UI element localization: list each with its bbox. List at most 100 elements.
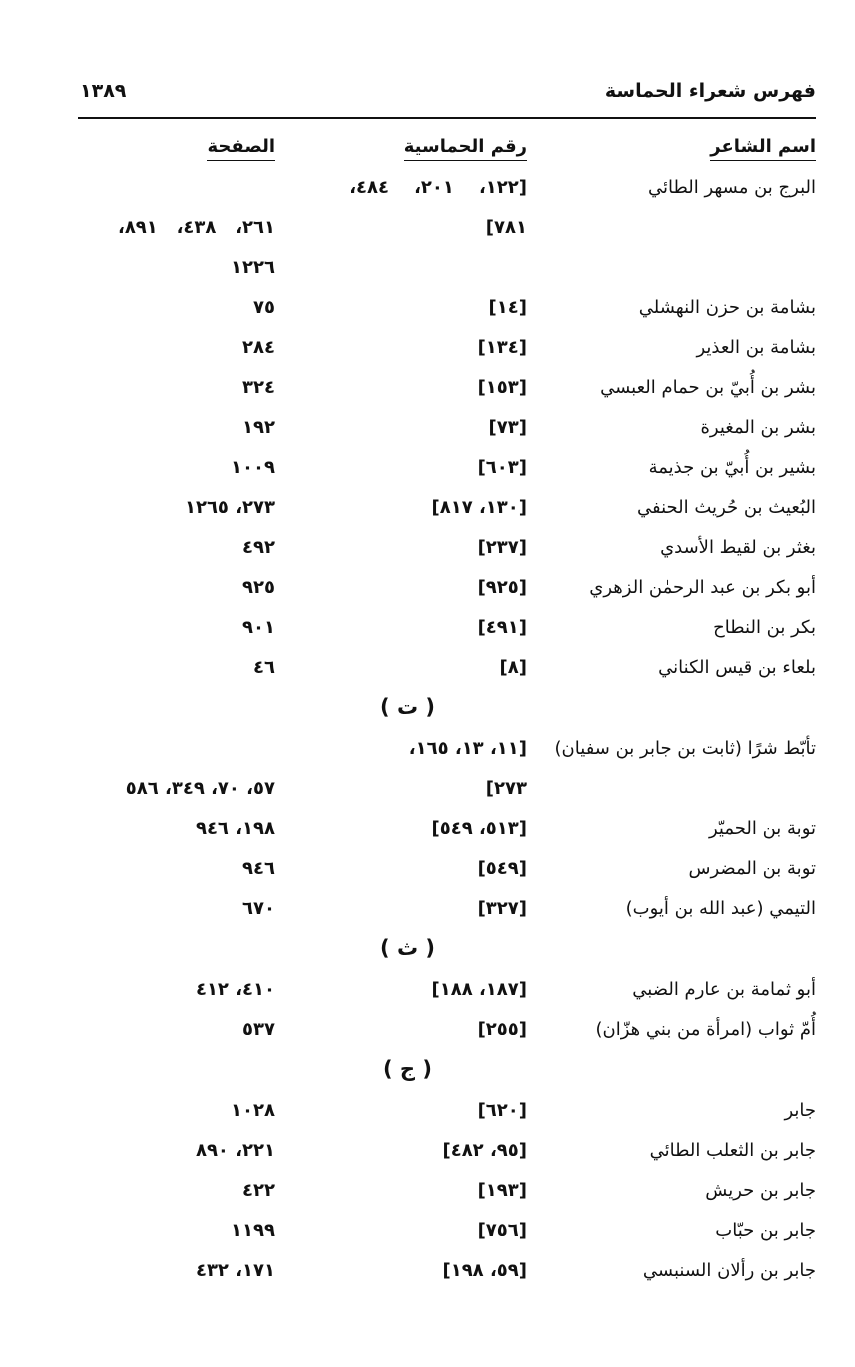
column-header-poet: اسم الشاعر — [710, 136, 816, 161]
poet-name: بشامة بن العذير — [696, 337, 816, 358]
page-numbers: ١٠٢٨ — [231, 1100, 275, 1121]
index-entry: أُمّ ثواب (امرأة من بني هزّان) [٢٥٥] ٥٣٧ — [0, 1011, 855, 1051]
hamasa-numbers: [٦٢٠] — [477, 1100, 527, 1121]
hamasa-numbers: [١٥٣] — [477, 377, 527, 398]
hamasa-numbers: [١٣٠، ٨١٧] — [431, 497, 527, 518]
poet-name: جابر بن حريش — [705, 1180, 816, 1201]
page-numbers: ٥٣٧ — [242, 1019, 275, 1040]
page-numbers: ٤٢٢ — [242, 1180, 275, 1201]
page-numbers: ٢٢١، ٨٩٠ — [195, 1140, 275, 1161]
poet-name: توبة بن الحميّر — [709, 818, 816, 839]
poet-name: جابر بن حبّاب — [715, 1220, 816, 1241]
header-rule — [78, 117, 816, 119]
column-header-page: الصفحة — [207, 136, 275, 161]
poet-name: أُمّ ثواب (امرأة من بني هزّان) — [595, 1019, 817, 1040]
poet-name: بشر بن أُبيّ بن حمام العبسي — [600, 377, 816, 398]
hamasa-numbers: [٧٣] — [488, 417, 527, 438]
poet-name: بشير بن أُبيّ بن جذيمة — [648, 457, 816, 478]
poet-name: البرج بن مسهر الطائي — [647, 177, 816, 198]
hamasa-numbers: [١٢٢، ٢٠١، ٤٨٤، — [349, 177, 527, 198]
hamasa-numbers: [٩٥، ٤٨٢] — [442, 1140, 527, 1161]
column-header-hamasa: رقم الحماسية — [403, 136, 527, 161]
poet-name: أبو بكر بن عبد الرحمٰن الزهري — [589, 577, 816, 598]
index-entry: تأبّط شرًا (ثابت بن جابر بن سفيان) [١١، ١… — [0, 730, 855, 770]
page-numbers: ٩٠١ — [242, 617, 275, 638]
hamasa-numbers: [٥٩، ١٩٨] — [442, 1260, 527, 1281]
hamasa-numbers: ٧٨١] — [485, 217, 527, 238]
page-numbers: ٩٤٦ — [242, 858, 275, 879]
index-entry: جابر [٦٢٠] ١٠٢٨ — [0, 1092, 855, 1132]
poet-name: جابر بن الثعلب الطائي — [649, 1140, 816, 1161]
page-numbers: ٢٦١، ٤٣٨، ٨٩١، — [117, 217, 275, 238]
page-numbers: ٢٧٣، ١٢٦٥ — [184, 497, 275, 518]
index-entry: البرج بن مسهر الطائي [١٢٢، ٢٠١، ٤٨٤، — [0, 169, 855, 209]
page-numbers: ١٩٢ — [242, 417, 275, 438]
hamasa-numbers: [٢٣٧] — [477, 537, 527, 558]
hamasa-numbers: [١٨٧، ١٨٨] — [431, 979, 527, 1000]
poet-name: جابر — [784, 1100, 816, 1121]
section-letter-heading: ( ت ) — [0, 689, 855, 730]
hamasa-numbers: [٥٤٩] — [477, 858, 527, 879]
section-letter: ( ج ) — [383, 1057, 432, 1081]
hamasa-numbers: ٢٧٣] — [485, 778, 527, 799]
poet-name: البُعيث بن حُريث الحنفي — [637, 497, 816, 518]
section-letter: ( ث ) — [380, 936, 435, 960]
index-entry: بكر بن النطاح [٤٩١] ٩٠١ — [0, 609, 855, 649]
poet-name: بشر بن المغيرة — [700, 417, 816, 438]
index-entry: جابر بن حريش [١٩٣] ٤٢٢ — [0, 1172, 855, 1212]
index-entry: البُعيث بن حُريث الحنفي [١٣٠، ٨١٧] ٢٧٣، ١٢… — [0, 489, 855, 529]
hamasa-numbers: [٨] — [499, 657, 527, 678]
hamasa-numbers: [٩٢٥] — [477, 577, 527, 598]
poet-name: بشامة بن حزن النهشلي — [638, 297, 816, 318]
hamasa-numbers: [٦٠٣] — [477, 457, 527, 478]
hamasa-numbers: [٤٩١] — [477, 617, 527, 638]
page-numbers: ١٠٠٩ — [231, 457, 275, 478]
index-entry: بشامة بن حزن النهشلي [١٤] ٧٥ — [0, 289, 855, 329]
hamasa-numbers: [٥١٣، ٥٤٩] — [431, 818, 527, 839]
index-entry: توبة بن الحميّر [٥١٣، ٥٤٩] ١٩٨، ٩٤٦ — [0, 810, 855, 850]
section-letter-heading: ( ث ) — [0, 930, 855, 971]
poet-name: جابر بن رألان السنبسي — [642, 1260, 816, 1281]
page-numbers: ٤٩٢ — [242, 537, 275, 558]
poet-name: بلعاء بن قيس الكناني — [658, 657, 816, 678]
index-entry: جابر بن حبّاب [٧٥٦] ١١٩٩ — [0, 1212, 855, 1252]
page-numbers: ٣٢٤ — [242, 377, 275, 398]
index-entry: ٧٨١] ٢٦١، ٤٣٨، ٨٩١، — [0, 209, 855, 249]
index-entry: بشير بن أُبيّ بن جذيمة [٦٠٣] ١٠٠٩ — [0, 449, 855, 489]
page-numbers: ٤١٠، ٤١٢ — [195, 979, 275, 1000]
page-numbers: ٥٧، ٧٠، ٣٤٩، ٥٨٦ — [125, 778, 275, 799]
index-entry: جابر بن الثعلب الطائي [٩٥، ٤٨٢] ٢٢١، ٨٩٠ — [0, 1132, 855, 1172]
hamasa-numbers: [٣٢٧] — [477, 898, 527, 919]
page-numbers: ٧٥ — [253, 297, 275, 318]
page-numbers: ٢٨٤ — [242, 337, 275, 358]
poet-name: بغثر بن لقيط الأسدي — [660, 537, 816, 558]
hamasa-numbers: [١٤] — [488, 297, 527, 318]
index-entry: ٢٧٣] ٥٧، ٧٠، ٣٤٩، ٥٨٦ — [0, 770, 855, 810]
hamasa-numbers: [١٩٣] — [477, 1180, 527, 1201]
page-numbers: ١٢٢٦ — [231, 257, 275, 278]
index-entry: أبو ثمامة بن عارم الضبي [١٨٧، ١٨٨] ٤١٠، ٤١… — [0, 971, 855, 1011]
page-numbers: ١١٩٩ — [231, 1220, 275, 1241]
index-entry: ١٢٢٦ — [0, 249, 855, 289]
poet-name: تأبّط شرًا (ثابت بن جابر بن سفيان) — [554, 738, 816, 759]
index-entry: بلعاء بن قيس الكناني [٨] ٤٦ — [0, 649, 855, 689]
poet-name: أبو ثمامة بن عارم الضبي — [632, 979, 816, 1000]
index-entry: توبة بن المضرس [٥٤٩] ٩٤٦ — [0, 850, 855, 890]
poet-name: بكر بن النطاح — [713, 617, 816, 638]
index-entry: جابر بن رألان السنبسي [٥٩، ١٩٨] ١٧١، ٤٣٢ — [0, 1252, 855, 1292]
hamasa-numbers: [١١، ١٣، ١٦٥، — [408, 738, 527, 759]
index-entry: التيمي (عبد الله بن أيوب) [٣٢٧] ٦٧٠ — [0, 890, 855, 930]
page-numbers: ٦٧٠ — [242, 898, 275, 919]
poet-name: توبة بن المضرس — [688, 858, 816, 879]
hamasa-numbers: [٧٥٦] — [477, 1220, 527, 1241]
index-entry: بشر بن أُبيّ بن حمام العبسي [١٥٣] ٣٢٤ — [0, 369, 855, 409]
page-numbers: ١٩٨، ٩٤٦ — [195, 818, 275, 839]
index-entry: بشر بن المغيرة [٧٣] ١٩٢ — [0, 409, 855, 449]
index-entry: بشامة بن العذير [١٣٤] ٢٨٤ — [0, 329, 855, 369]
page-numbers: ٩٢٥ — [242, 577, 275, 598]
poet-name: التيمي (عبد الله بن أيوب) — [625, 898, 816, 919]
page-numbers: ١٧١، ٤٣٢ — [195, 1260, 275, 1281]
section-letter: ( ت ) — [380, 695, 435, 719]
running-header-title: فهرس شعراء الحماسة — [604, 80, 816, 102]
index-entry: بغثر بن لقيط الأسدي [٢٣٧] ٤٩٢ — [0, 529, 855, 569]
